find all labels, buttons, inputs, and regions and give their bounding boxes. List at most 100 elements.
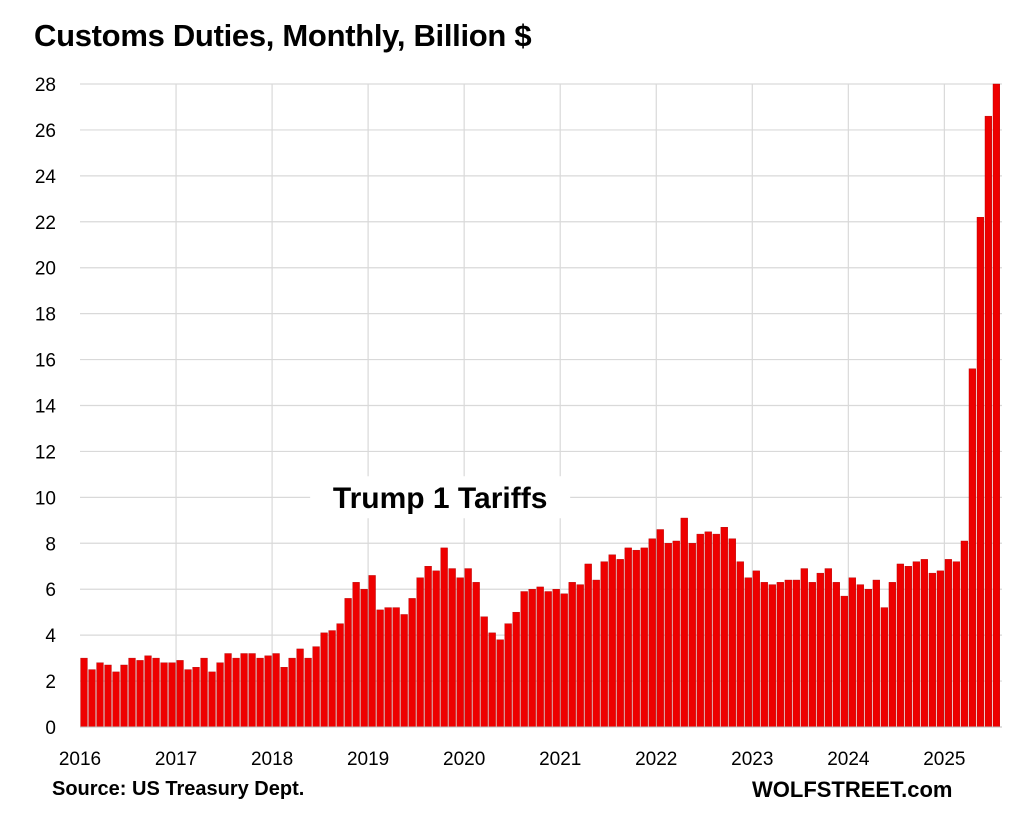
bar — [240, 653, 248, 728]
bar — [736, 561, 744, 728]
bar — [816, 572, 824, 728]
bar — [696, 533, 704, 728]
bar — [344, 598, 352, 728]
bar — [112, 671, 120, 728]
bar — [840, 595, 848, 728]
bar — [88, 669, 96, 728]
bar — [640, 547, 648, 728]
bar — [216, 662, 224, 728]
bar — [912, 561, 920, 728]
x-tick-label: 2023 — [731, 749, 773, 770]
bar — [648, 538, 656, 728]
x-tick-label: 2020 — [443, 749, 485, 770]
bar — [432, 570, 440, 728]
bar — [744, 577, 752, 728]
bar — [880, 607, 888, 728]
y-tick-label: 12 — [35, 442, 56, 463]
bar — [936, 570, 944, 728]
publisher-credit: WOLFSTREET.com — [752, 777, 953, 802]
bar — [552, 589, 560, 728]
bar — [496, 639, 504, 728]
bar — [408, 598, 416, 728]
bar — [808, 582, 816, 728]
bar — [232, 657, 240, 728]
bar — [928, 572, 936, 728]
bar — [792, 579, 800, 728]
y-tick-label: 2 — [45, 672, 56, 693]
bar — [824, 568, 832, 728]
annotations: Trump 1 Tariffs — [310, 476, 571, 519]
bar — [200, 657, 208, 728]
bar — [168, 662, 176, 728]
source-note: Source: US Treasury Dept. — [52, 778, 305, 800]
bar — [592, 579, 600, 728]
bar — [528, 589, 536, 728]
bar — [704, 531, 712, 728]
bar — [440, 547, 448, 728]
bar — [896, 563, 904, 728]
y-tick-label: 10 — [35, 488, 56, 509]
bar — [328, 630, 336, 728]
bar — [720, 527, 728, 728]
bar — [760, 582, 768, 728]
bar — [784, 579, 792, 728]
bar — [888, 582, 896, 728]
bar — [624, 547, 632, 728]
bar — [504, 623, 512, 728]
bar — [984, 115, 992, 728]
bar — [160, 662, 168, 728]
y-tick-label: 4 — [45, 626, 56, 647]
y-tick-label: 26 — [35, 121, 56, 142]
x-axis-tick-labels: 2016 2017 2018 2019 2020 2021 2022 2023 2024 2025 — [59, 749, 966, 770]
bar — [96, 662, 104, 728]
y-tick-label: 0 — [45, 718, 56, 739]
bar — [728, 538, 736, 728]
x-tick-label: 2024 — [827, 749, 870, 770]
bar — [952, 561, 960, 728]
bar — [992, 83, 1000, 728]
bar — [320, 632, 328, 728]
bar — [376, 609, 384, 728]
bar — [144, 655, 152, 728]
bar — [672, 540, 680, 728]
x-tick-label: 2017 — [155, 749, 197, 770]
bar — [584, 563, 592, 728]
bar — [448, 568, 456, 728]
bar — [152, 657, 160, 728]
bar — [712, 533, 720, 728]
x-tick-label: 2025 — [923, 749, 965, 770]
bar — [864, 589, 872, 728]
y-tick-label: 16 — [35, 351, 56, 372]
bar — [576, 584, 584, 728]
bar — [336, 623, 344, 728]
bar — [304, 657, 312, 728]
bar — [856, 584, 864, 728]
y-tick-label: 6 — [45, 580, 56, 601]
bar — [416, 577, 424, 728]
bar — [472, 582, 480, 728]
bar — [184, 669, 192, 728]
bar — [248, 653, 256, 728]
bar — [400, 614, 408, 728]
bar — [960, 540, 968, 728]
bar — [192, 667, 200, 728]
bar — [800, 568, 808, 728]
y-tick-label: 18 — [35, 305, 56, 326]
bar — [120, 664, 128, 728]
bar — [920, 559, 928, 728]
bar — [384, 607, 392, 728]
bar — [776, 582, 784, 728]
bar — [872, 579, 880, 728]
annotation-background — [310, 476, 571, 519]
bar — [280, 667, 288, 728]
y-tick-label: 28 — [35, 75, 56, 96]
bar — [616, 559, 624, 728]
bar — [456, 577, 464, 728]
x-tick-label: 2022 — [635, 749, 677, 770]
chart-title: Customs Duties, Monthly, Billion $ — [34, 18, 532, 53]
bar — [208, 671, 216, 728]
bar — [272, 653, 280, 728]
bar — [664, 543, 672, 728]
y-tick-label: 14 — [35, 397, 57, 418]
